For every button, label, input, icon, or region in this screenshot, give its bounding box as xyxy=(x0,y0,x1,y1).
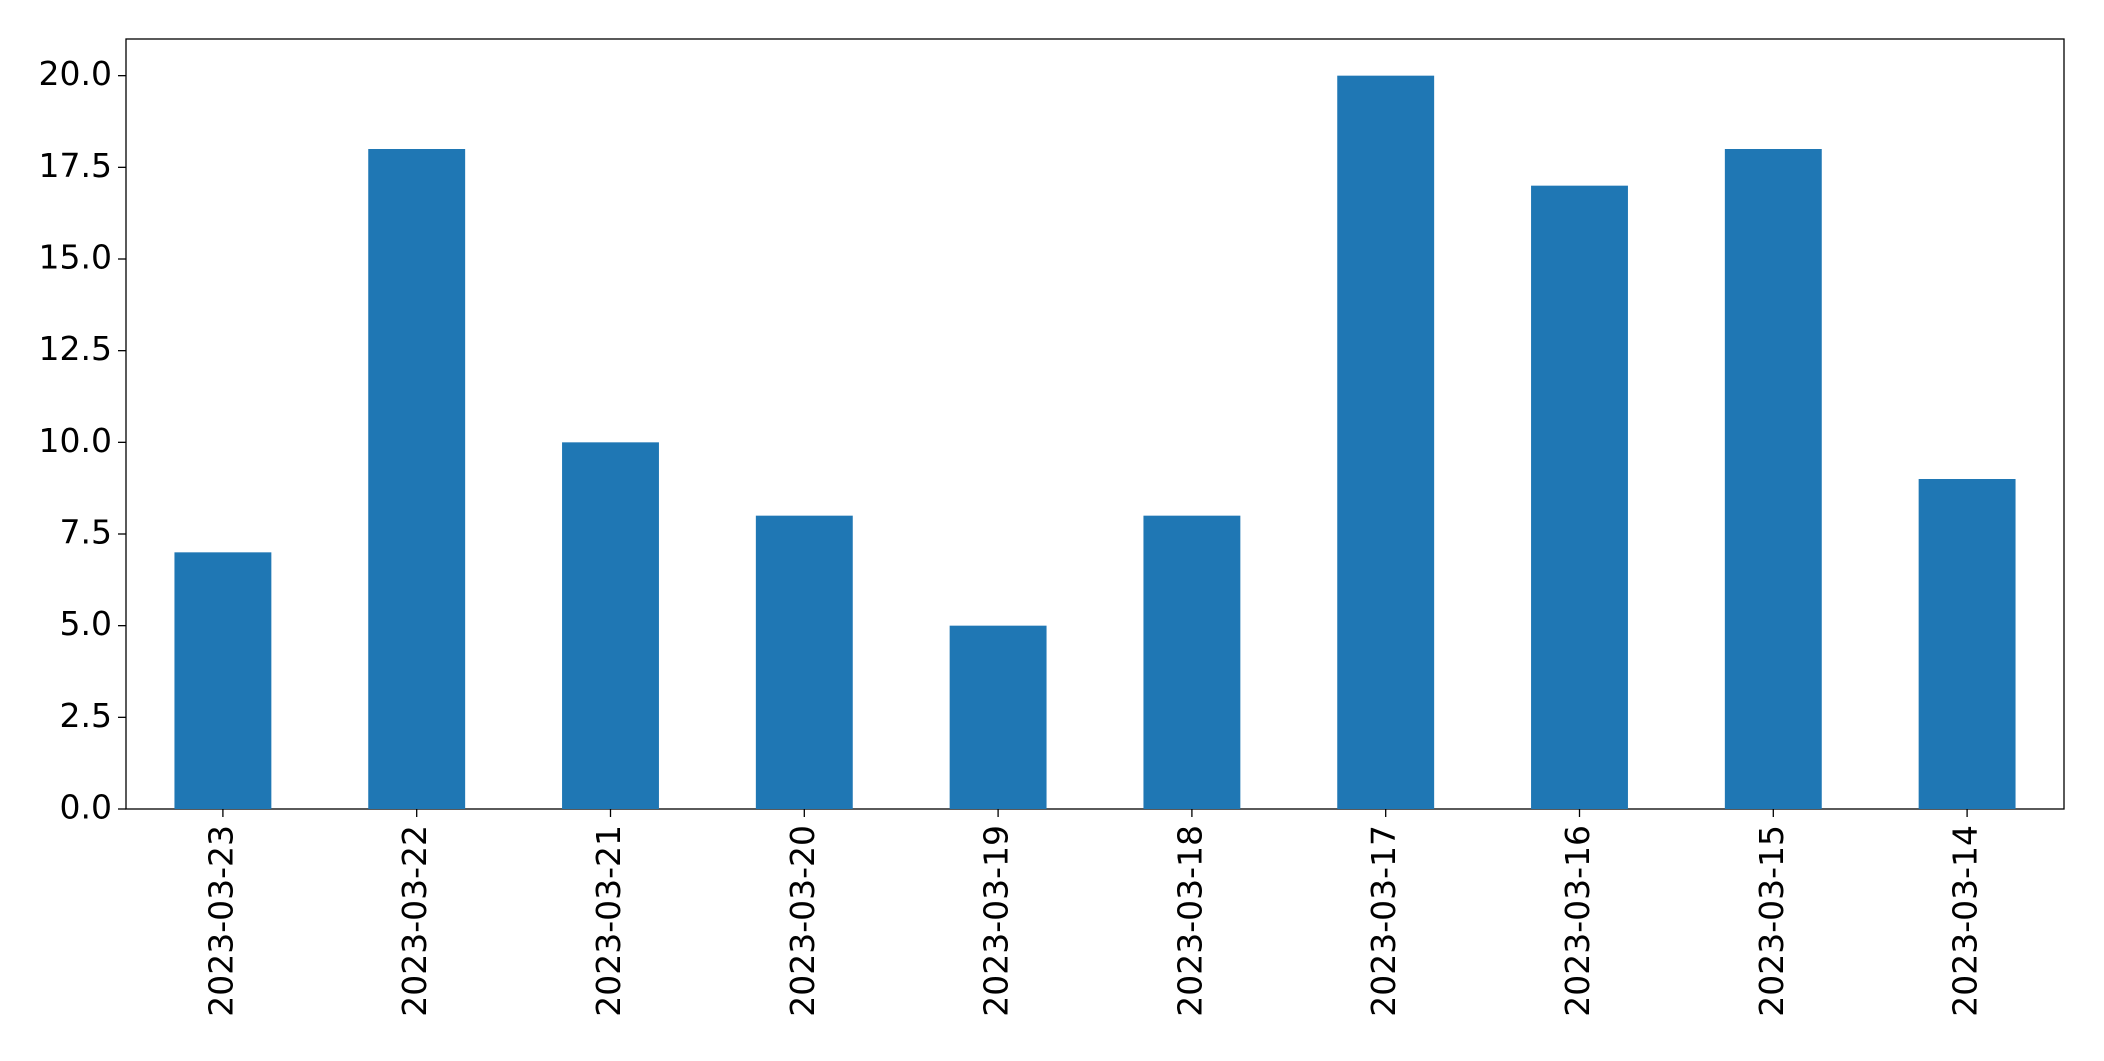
x-tick-label: 2023-03-17 xyxy=(1364,825,1403,1017)
y-tick-label: 2.5 xyxy=(60,696,112,735)
y-tick-label: 12.5 xyxy=(39,329,112,368)
x-tick-label: 2023-03-22 xyxy=(395,825,434,1017)
y-tick-label: 15.0 xyxy=(39,238,112,277)
bar xyxy=(755,515,853,809)
bar xyxy=(1724,149,1822,809)
x-tick-label: 2023-03-15 xyxy=(1752,825,1791,1017)
bar xyxy=(562,442,659,809)
x-tick-label: 2023-03-14 xyxy=(1946,825,1985,1017)
bar xyxy=(949,625,1047,809)
bar xyxy=(1143,515,1241,809)
x-tick-label: 2023-03-19 xyxy=(977,825,1016,1017)
bar xyxy=(1337,75,1435,809)
bar xyxy=(368,149,466,809)
bar xyxy=(1531,185,1628,809)
y-tick-label: 17.5 xyxy=(39,146,112,185)
x-tick-label: 2023-03-18 xyxy=(1170,825,1209,1017)
bar xyxy=(174,552,272,809)
x-tick-label: 2023-03-21 xyxy=(589,825,628,1017)
y-tick-label: 5.0 xyxy=(60,604,112,643)
x-tick-label: 2023-03-23 xyxy=(201,825,240,1017)
y-tick-label: 0.0 xyxy=(60,788,112,827)
x-tick-label: 2023-03-16 xyxy=(1558,825,1597,1017)
y-tick-label: 7.5 xyxy=(60,513,112,552)
y-tick-label: 20.0 xyxy=(39,54,112,93)
bar xyxy=(1918,479,2016,809)
y-tick-label: 10.0 xyxy=(39,421,112,460)
x-tick-label: 2023-03-20 xyxy=(783,825,822,1017)
plot-frame xyxy=(125,38,2065,810)
